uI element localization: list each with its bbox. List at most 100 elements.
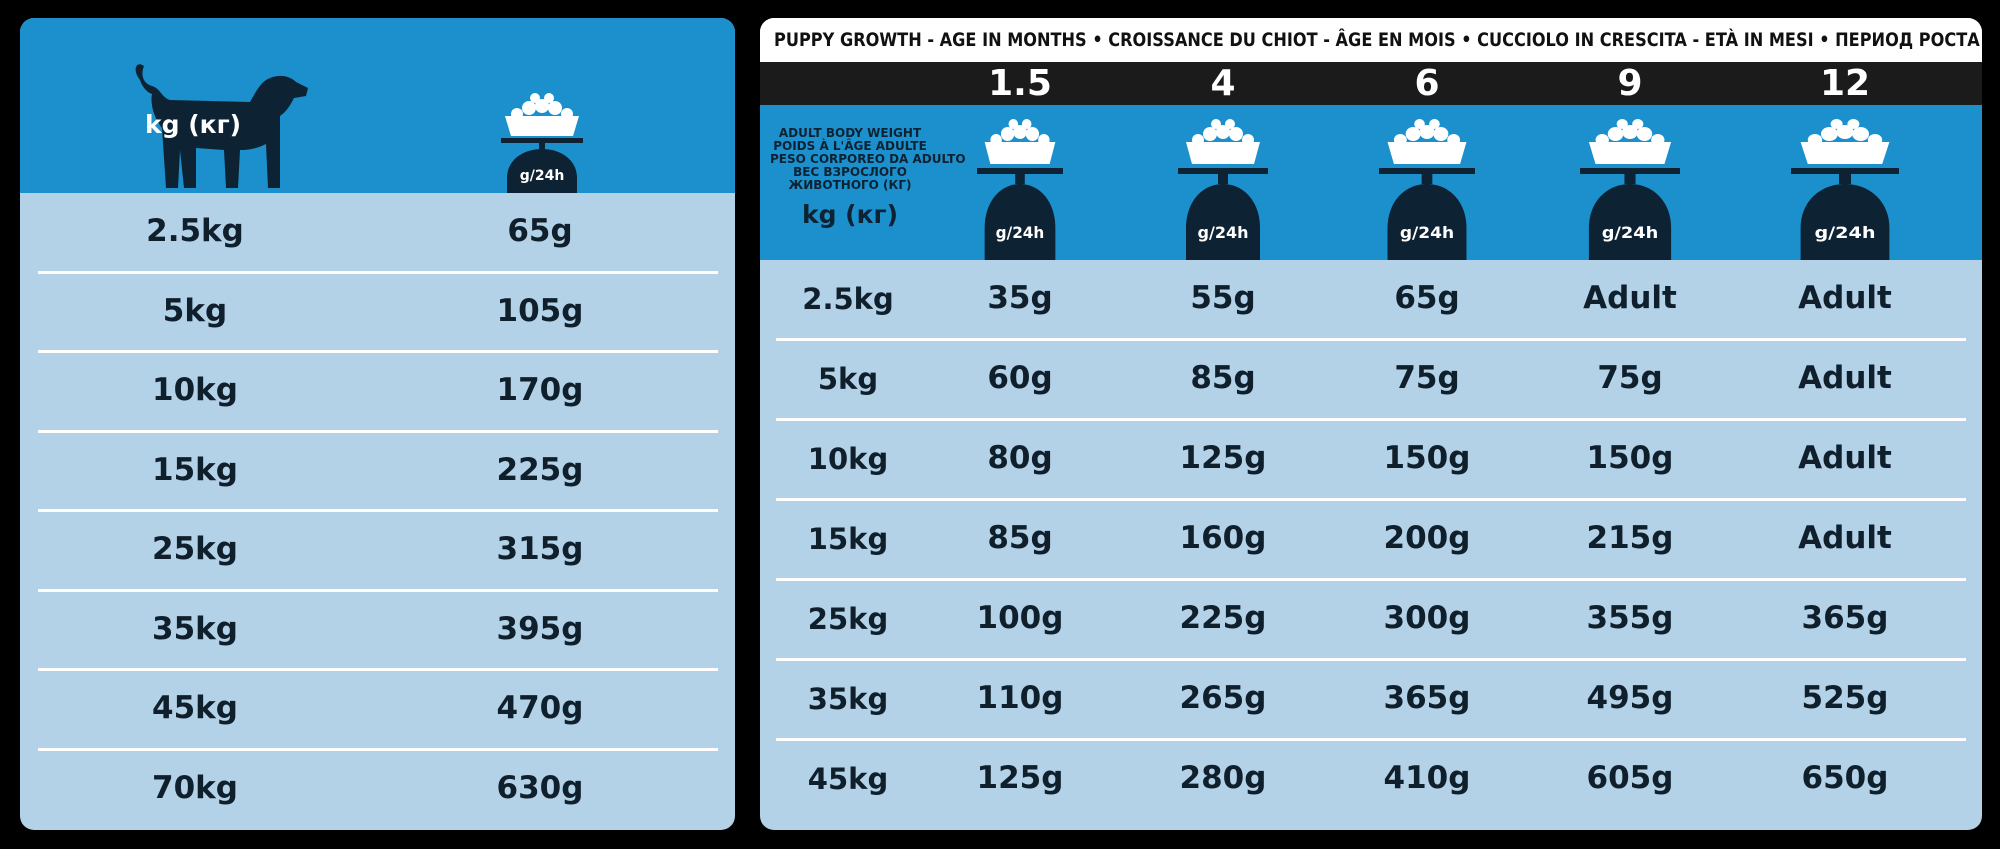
age-label: 1.5 <box>988 63 1052 104</box>
amount-cell: 200g <box>1383 520 1471 556</box>
food-bowl-scale-icon: g/24h <box>977 119 1063 260</box>
amount-cell: 150g <box>1586 440 1674 476</box>
weight-cell: 15kg <box>152 451 238 488</box>
age-label: 12 <box>1819 63 1871 104</box>
amount-cell: 395g <box>496 610 584 647</box>
weight-cell: 25kg <box>807 602 889 636</box>
row-divider <box>38 509 718 512</box>
weight-cell: 10kg <box>807 442 889 476</box>
amount-cell: 170g <box>496 372 584 408</box>
weight-cell: 35kg <box>807 682 889 716</box>
weight-cell: 5kg <box>817 362 879 396</box>
age-label: 4 <box>1210 63 1236 104</box>
amount-cell: 80g <box>987 440 1053 476</box>
weight-cell: 45kg <box>152 690 238 726</box>
weight-cell: 5kg <box>162 292 228 329</box>
amount-cell: 105g <box>496 292 584 329</box>
amount-cell: 630g <box>496 769 584 806</box>
svg-text:g/24h: g/24h <box>996 223 1045 242</box>
amount-cell: Adult <box>1798 440 1892 476</box>
abw-label-line: ЖИВОТНОГО (КГ) <box>788 178 912 192</box>
amount-cell: Adult <box>1798 280 1892 316</box>
abw-label-line: ADULT BODY WEIGHT <box>778 126 922 140</box>
amount-cell: 65g <box>1394 280 1460 316</box>
weight-cell: 2.5kg <box>802 282 894 316</box>
amount-cell: 225g <box>496 451 584 488</box>
food-bowl-scale-icon: g/24h <box>501 93 583 193</box>
svg-text:g/24h: g/24h <box>1814 224 1875 242</box>
amount-cell: 75g <box>1597 360 1663 396</box>
amount-cell: 100g <box>976 600 1064 636</box>
row-divider <box>38 270 718 274</box>
age-label: 9 <box>1617 63 1643 104</box>
food-bowl-scale-icon: g/24h <box>1379 119 1475 260</box>
amount-cell: Adult <box>1798 520 1892 556</box>
amount-cell: 365g <box>1801 600 1889 636</box>
amount-cell: 265g <box>1179 680 1267 716</box>
amount-cell: Adult <box>1798 360 1892 396</box>
amount-cell: 110g <box>976 680 1064 716</box>
weight-cell: 35kg <box>152 610 238 647</box>
amount-cell: 125g <box>1179 440 1267 476</box>
amount-cell: 215g <box>1586 520 1674 556</box>
food-bowl-scale-icon: g/24h <box>1580 119 1680 260</box>
weight-cell: 70kg <box>152 769 238 806</box>
amount-cell: 125g <box>976 760 1064 796</box>
amount-cell: 300g <box>1383 600 1471 636</box>
weight-unit-label: kg (кг) <box>145 110 242 139</box>
right-header: ADULT BODY WEIGHT POIDS À L'ÂGE ADULTE P… <box>760 105 1982 260</box>
row-divider <box>776 418 1966 421</box>
weight-cell: 25kg <box>152 531 238 567</box>
amount-cell: 60g <box>987 360 1053 396</box>
svg-text:g/24h: g/24h <box>520 168 565 184</box>
row-divider <box>776 338 1966 341</box>
abw-label-line: ВЕС ВЗРОСЛОГО <box>793 165 907 179</box>
amount-cell: 85g <box>1190 360 1256 396</box>
amount-cell: 355g <box>1586 600 1674 636</box>
row-divider <box>776 578 1966 581</box>
adult-body-weight-labels: ADULT BODY WEIGHT POIDS À L'ÂGE ADULTE P… <box>770 126 966 230</box>
left-header: kg (кг) g/24h <box>20 18 735 193</box>
row-divider <box>776 498 1966 501</box>
amount-cell: 65g <box>507 213 573 249</box>
amount-cell: 55g <box>1190 280 1256 316</box>
food-bowl-scale-icon: g/24h <box>1791 119 1899 260</box>
row-divider <box>38 429 718 433</box>
amount-cell: Adult <box>1583 280 1677 316</box>
svg-text:g/24h: g/24h <box>1198 223 1249 242</box>
row-divider <box>38 668 718 671</box>
amount-cell: 525g <box>1801 680 1889 716</box>
row-divider <box>38 588 718 592</box>
amount-cell: 605g <box>1586 760 1674 796</box>
amount-cell: 85g <box>987 520 1053 556</box>
age-label: 6 <box>1414 63 1440 104</box>
amount-cell: 35g <box>987 280 1053 316</box>
row-divider <box>776 658 1966 661</box>
age-header-row: 1.5 4 6 9 12 <box>760 62 1982 105</box>
amount-cell: 280g <box>1179 760 1267 796</box>
weight-cell: 45kg <box>807 762 889 796</box>
amount-cell: 495g <box>1586 680 1674 716</box>
weight-cell: 10kg <box>152 372 238 408</box>
amount-cell: 315g <box>496 531 584 567</box>
amount-cell: 225g <box>1179 600 1267 636</box>
amount-cell: 150g <box>1383 440 1471 476</box>
row-divider <box>38 350 718 353</box>
amount-cell: 75g <box>1394 360 1460 396</box>
food-bowl-scale-icon: g/24h <box>1178 119 1268 260</box>
amount-cell: 410g <box>1383 760 1471 796</box>
row-divider <box>776 738 1966 741</box>
weight-unit-label: kg (кг) <box>801 200 899 229</box>
row-divider <box>38 747 718 751</box>
title-bar: PUPPY GROWTH - AGE IN MONTHS • CROISSANC… <box>760 18 1982 62</box>
svg-text:g/24h: g/24h <box>1602 223 1659 242</box>
abw-label-line: POIDS À L'ÂGE ADULTE <box>773 139 927 153</box>
svg-text:g/24h: g/24h <box>1400 223 1454 241</box>
amount-cell: 365g <box>1383 680 1471 716</box>
dog-icon <box>135 64 308 188</box>
adult-feeding-table: kg (кг) g/24h 2.5kg 65g 5kg 105g 10kg 170g 15k… <box>20 18 735 830</box>
amount-cell: 160g <box>1179 520 1267 556</box>
abw-label-line: PESO CORPOREO DA ADULTO <box>770 152 966 166</box>
table-title: PUPPY GROWTH - AGE IN MONTHS • CROISSANC… <box>774 29 1982 51</box>
puppy-growth-table: PUPPY GROWTH - AGE IN MONTHS • CROISSANC… <box>760 18 1982 830</box>
